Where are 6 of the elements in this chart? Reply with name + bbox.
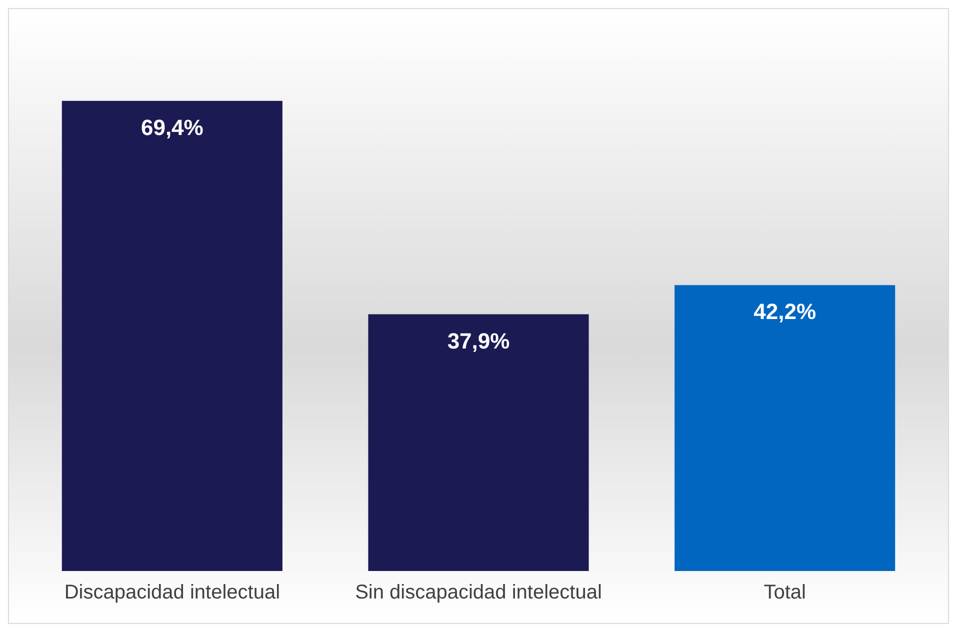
data-label: 69,4% — [140, 114, 204, 140]
x-tick-label: Sin discapacidad intelectual — [355, 582, 602, 604]
data-label: 42,2% — [754, 299, 816, 324]
data-label: 37,9% — [447, 328, 510, 354]
x-tick-label: Discapacidad intelectual — [64, 582, 280, 604]
x-tick-label: Total — [764, 582, 806, 604]
